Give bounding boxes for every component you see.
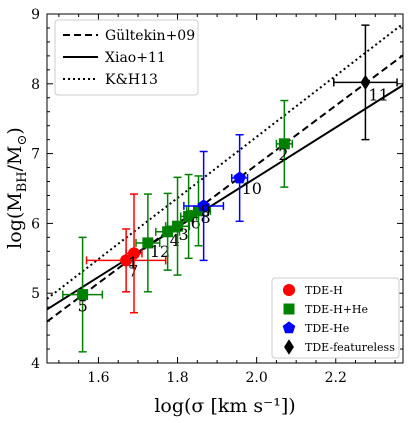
data-point-2 <box>278 138 290 150</box>
data-point-7 <box>120 254 133 267</box>
legend-line-label: Gültekin+09 <box>105 28 195 44</box>
y-tick-label: 4 <box>31 356 40 372</box>
legend-marker <box>282 321 296 334</box>
data-point-3 <box>172 220 184 232</box>
data-point-5 <box>77 289 89 301</box>
plot-frame <box>46 13 404 364</box>
data-point-11 <box>360 74 371 91</box>
legend-line-label: Xiao+11 <box>105 50 166 66</box>
data-point-12 <box>142 237 154 249</box>
data-point-6 <box>183 210 195 222</box>
point-label: 4 <box>170 231 180 250</box>
point-label: 3 <box>179 225 189 244</box>
legend-marker <box>282 283 296 297</box>
legend-marker <box>283 303 295 315</box>
legend-group-label: TDE-He <box>305 322 349 335</box>
y-tick-label: 6 <box>31 216 40 232</box>
legend-group-label: TDE-H+He <box>305 303 368 316</box>
point-label: 1 <box>128 253 138 272</box>
point-label: 7 <box>128 261 138 280</box>
x-tick-label: 2.0 <box>246 370 268 386</box>
y-tick-label: 5 <box>31 286 40 302</box>
y-tick-label: 8 <box>31 77 40 93</box>
data-point-8 <box>192 205 204 217</box>
point-label: 11 <box>368 85 388 104</box>
x-axis-label: log(σ [km s⁻¹]) <box>154 395 295 417</box>
legend-groups-box <box>271 277 400 359</box>
data-point-9 <box>197 199 210 212</box>
x-tick-label: 1.8 <box>166 370 188 386</box>
y-tick-label: 9 <box>31 7 40 23</box>
x-tick-label: 2.2 <box>325 370 347 386</box>
legend-lines-box <box>54 19 199 96</box>
relation-line <box>47 54 403 323</box>
data-point-4 <box>162 226 174 238</box>
point-label: 12 <box>150 242 170 261</box>
legend-group-label: TDE-featureless <box>305 341 395 354</box>
y-axis-label: log(MBH/M⊙) <box>4 127 30 249</box>
point-label: 6 <box>191 213 201 232</box>
legend-marker <box>284 339 294 355</box>
y-tick-label: 7 <box>31 147 40 163</box>
data-point-10 <box>233 171 246 184</box>
x-tick-label: 1.6 <box>87 370 109 386</box>
point-label: 5 <box>78 297 88 316</box>
point-label: 9 <box>201 201 211 220</box>
data-point-1 <box>127 247 141 260</box>
point-label: 8 <box>200 208 210 227</box>
legend-line-label: K&H13 <box>105 72 158 88</box>
legend-group-label: TDE-H <box>305 284 343 297</box>
point-label: 10 <box>242 179 262 198</box>
point-label: 2 <box>278 145 288 164</box>
relation-line <box>47 84 403 311</box>
